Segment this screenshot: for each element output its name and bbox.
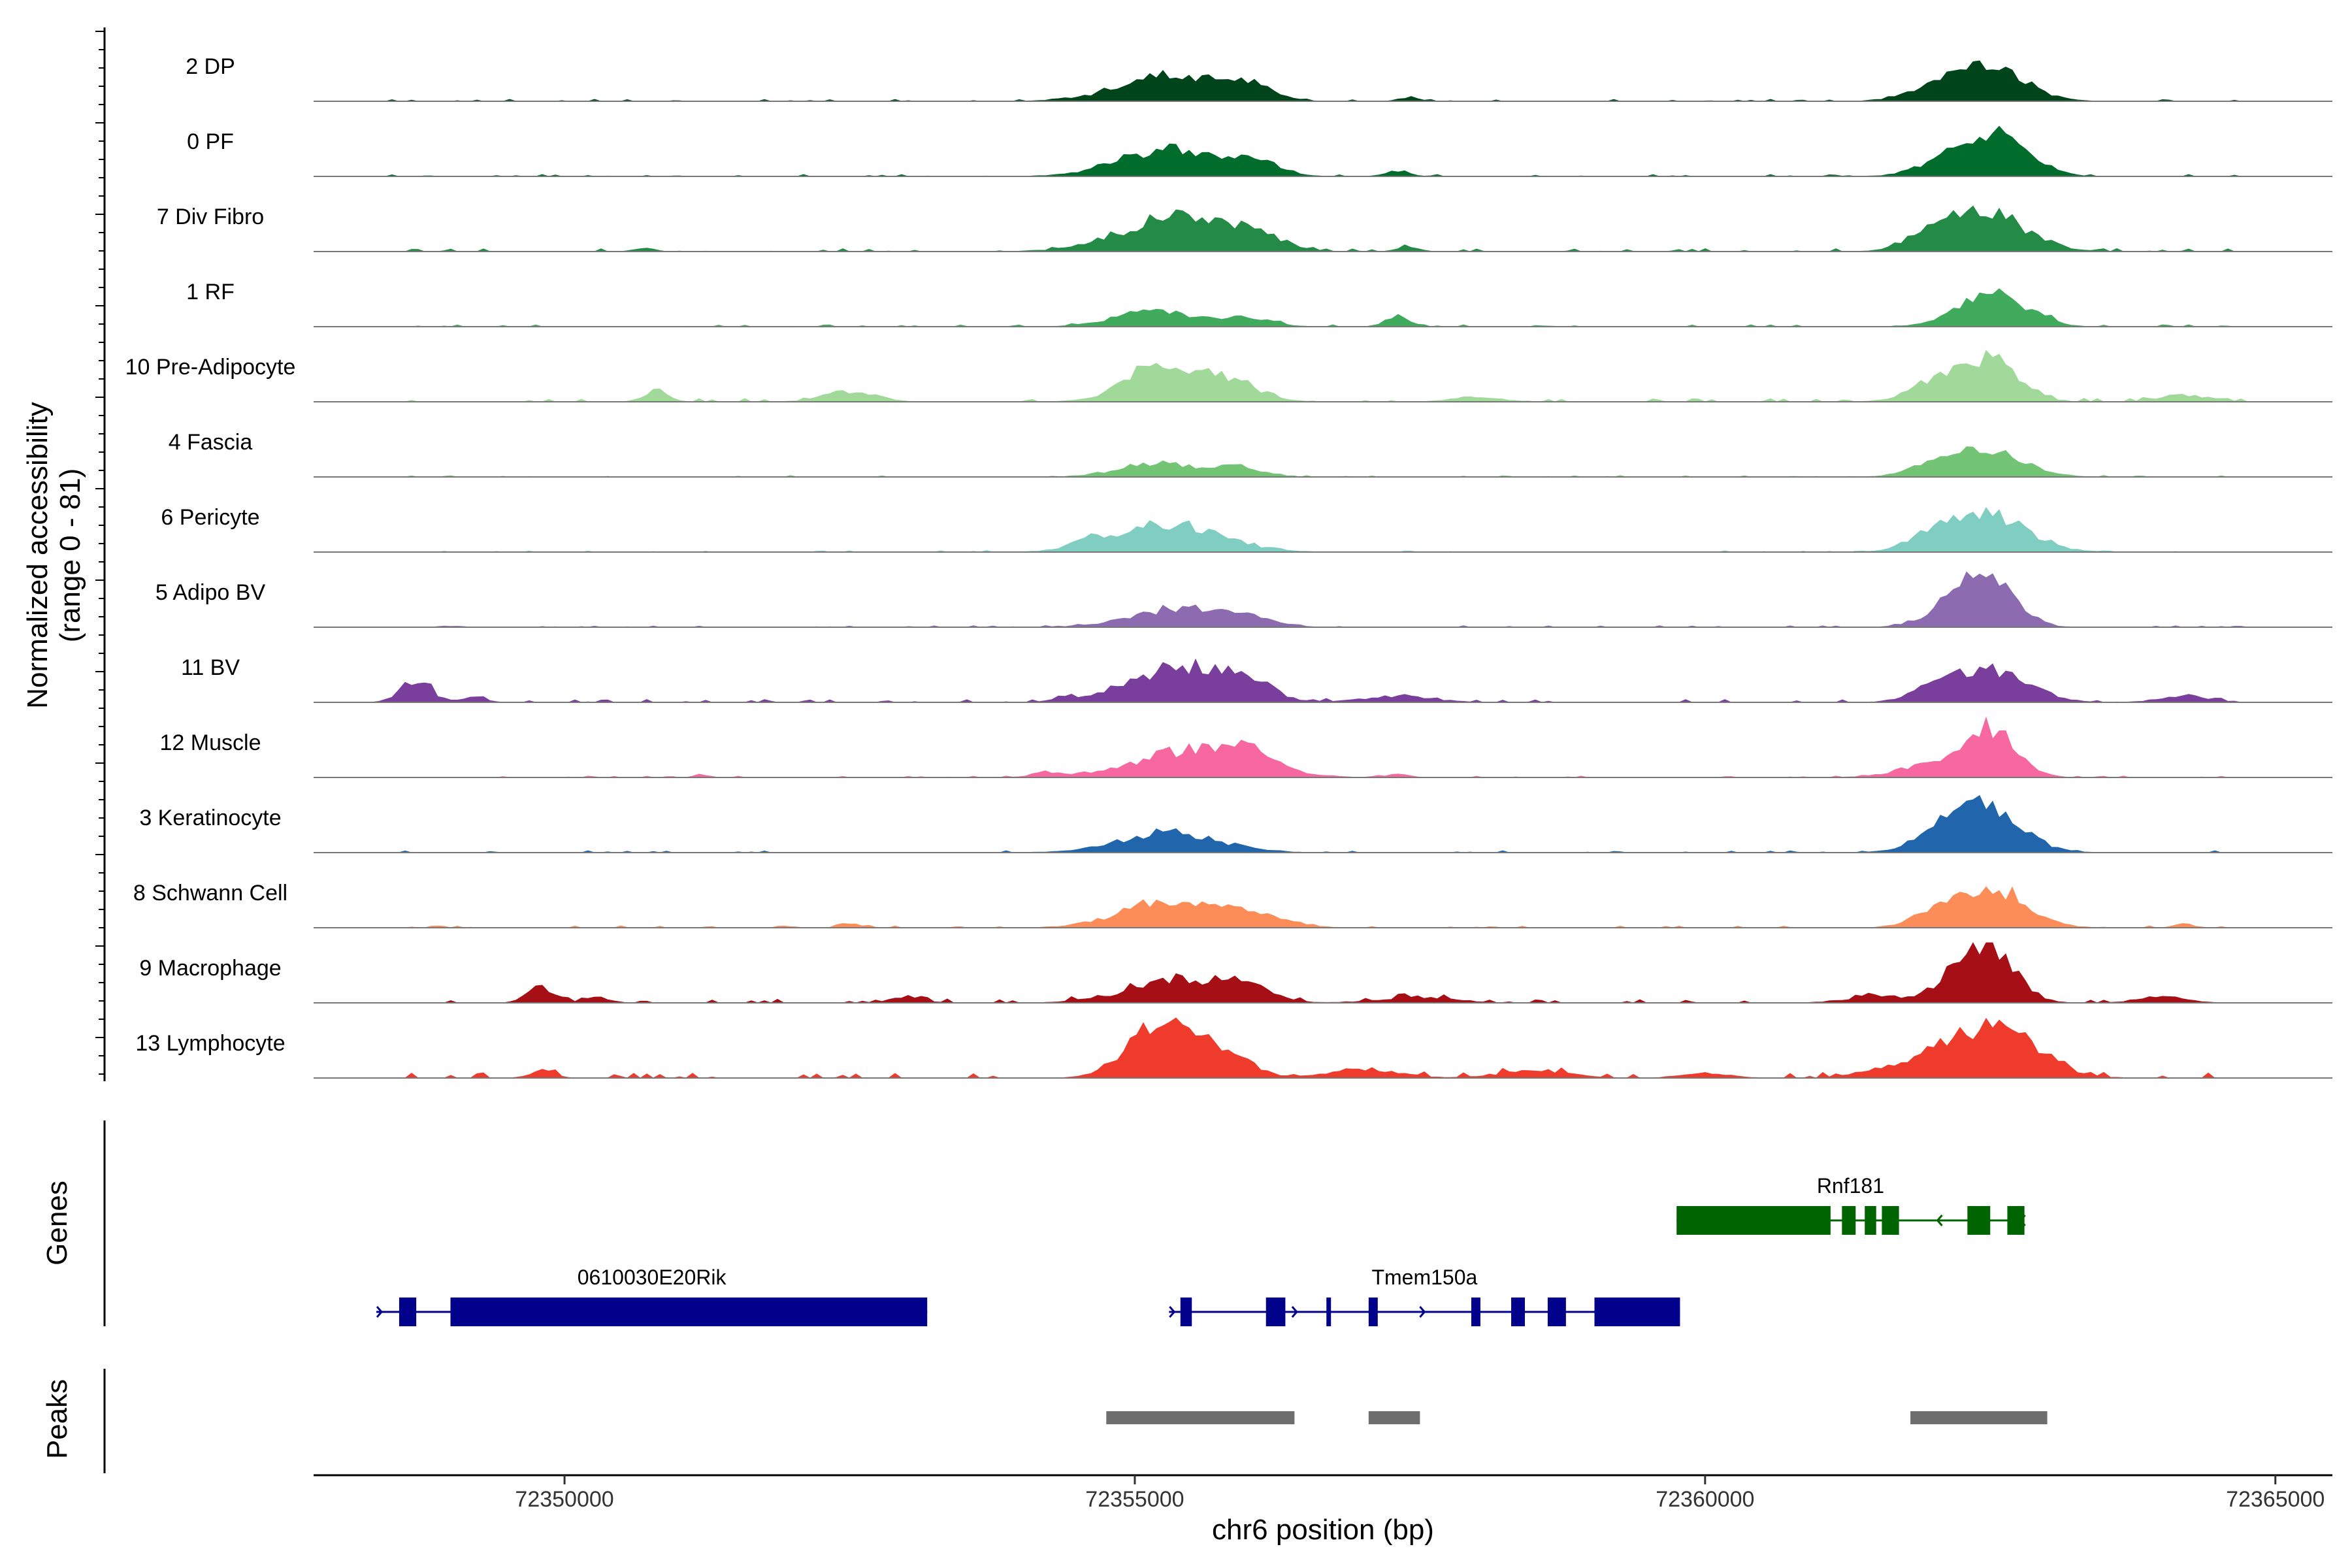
- coverage-area: [314, 716, 2332, 778]
- track-13: 9 Macrophage: [139, 941, 2332, 1004]
- coverage-area: [314, 288, 2332, 327]
- gene-exon: [1471, 1298, 1480, 1326]
- peak-track: [103, 1369, 2048, 1473]
- track-label: 10 Pre-Adipocyte: [125, 355, 296, 380]
- gene-label: Tmem150a: [1371, 1266, 1477, 1289]
- gene-exon: [1882, 1206, 1899, 1235]
- track-10: 12 Muscle: [160, 716, 2332, 778]
- gene-0610030e20rik: 0610030E20Rik: [376, 1266, 928, 1326]
- gene-exon: [1676, 1206, 1831, 1235]
- track-label: 11 BV: [181, 655, 240, 680]
- coverage-tracks: 2 DP 0 PF 7 Div Fibro 1 RF 10 Pre-Adipocyte 4…: [125, 54, 2332, 1079]
- coverage-area: [314, 1017, 2332, 1079]
- peaks-panel-title: Peaks: [41, 1379, 73, 1459]
- coverage-area: [314, 446, 2332, 478]
- strand-arrow: [2019, 1215, 2026, 1226]
- gene-exon: [1865, 1206, 1876, 1235]
- track-label: 8 Schwann Cell: [133, 881, 287, 906]
- gene-exon: [1266, 1298, 1286, 1326]
- coverage-area: [314, 886, 2332, 928]
- track-11: 3 Keratinocyte: [139, 794, 2332, 853]
- track-label: 6 Pericyte: [161, 505, 259, 530]
- track-2: 0 PF: [187, 125, 2332, 177]
- gene-label: Rnf181: [1817, 1174, 1884, 1198]
- track-14: 13 Lymphocyte: [135, 1017, 2332, 1079]
- coverage-area: [314, 205, 2332, 252]
- coverage-area: [314, 571, 2332, 628]
- x-tick-label: 72360000: [1656, 1487, 1754, 1512]
- peak-region: [1106, 1411, 1295, 1424]
- track-label: 12 Muscle: [160, 730, 261, 755]
- track-5: 10 Pre-Adipocyte: [125, 350, 2332, 402]
- coverage-area: [314, 125, 2332, 177]
- peak-region: [1368, 1411, 1420, 1424]
- strand-arrow: [1291, 1306, 1298, 1318]
- gene-exon: [399, 1298, 417, 1326]
- strand-arrow: [1936, 1215, 1943, 1226]
- gene-exon: [1368, 1298, 1378, 1326]
- gene-rnf181: Rnf181: [1676, 1174, 2026, 1235]
- track-3: 7 Div Fibro: [157, 204, 2332, 252]
- gene-exon: [1511, 1298, 1525, 1326]
- x-axis-title: chr6 position (bp): [1212, 1514, 1434, 1546]
- x-tick-label: 72355000: [1085, 1487, 1184, 1512]
- coverage-area: [314, 794, 2332, 853]
- track-label: 13 Lymphocyte: [135, 1031, 285, 1056]
- track-label: 0 PF: [187, 129, 234, 154]
- track-7: 6 Pericyte: [161, 505, 2332, 553]
- x-tick-label: 72350000: [515, 1487, 613, 1512]
- x-tick-label: 72365000: [2226, 1487, 2325, 1512]
- coverage-area: [314, 941, 2332, 1004]
- track-1: 2 DP: [186, 54, 2332, 102]
- gene-exon: [1547, 1298, 1566, 1326]
- gene-exon: [1967, 1206, 1991, 1235]
- strand-arrow: [376, 1306, 384, 1318]
- coverage-area: [314, 60, 2332, 102]
- track-6: 4 Fascia: [169, 430, 2332, 478]
- track-label: 5 Adipo BV: [155, 580, 266, 605]
- track-4: 1 RF: [186, 280, 2332, 327]
- coverage-area: [314, 658, 2332, 703]
- track-label: 9 Macrophage: [139, 956, 281, 981]
- gene-label: 0610030E20Rik: [578, 1266, 727, 1289]
- genes-panel-title: Genes: [41, 1181, 73, 1266]
- gene-exon: [2007, 1206, 2025, 1235]
- coverage-area: [314, 350, 2332, 402]
- track-8: 5 Adipo BV: [155, 571, 2332, 628]
- strand-arrow: [1419, 1306, 1426, 1318]
- track-12: 8 Schwann Cell: [133, 881, 2332, 928]
- gene-exon: [450, 1298, 928, 1326]
- track-label: 7 Div Fibro: [157, 204, 264, 229]
- gene-exon: [1326, 1298, 1331, 1326]
- gene-exon: [1180, 1298, 1192, 1326]
- gene-track: Rnf181 0610030E20Rik Tmem150a: [103, 1120, 2026, 1326]
- peak-region: [1910, 1411, 2048, 1424]
- strand-arrow: [1169, 1306, 1176, 1318]
- track-9: 11 BV: [181, 655, 2332, 703]
- x-axis: 72350000 72355000 72360000 72365000: [314, 1474, 2332, 1512]
- gene-exon: [1594, 1298, 1680, 1326]
- y-axis-title-line1: Normalized accessibility: [22, 402, 54, 708]
- track-label: 1 RF: [186, 280, 235, 304]
- gene-exon: [1842, 1206, 1856, 1235]
- y-axis: [95, 27, 106, 1081]
- track-label: 3 Keratinocyte: [139, 806, 281, 830]
- coverage-area: [314, 506, 2332, 553]
- track-label: 2 DP: [186, 54, 235, 79]
- track-label: 4 Fascia: [169, 430, 253, 455]
- gene-tmem150a: Tmem150a: [1169, 1266, 1680, 1326]
- y-axis-title-line2: (range 0 - 81): [54, 468, 86, 643]
